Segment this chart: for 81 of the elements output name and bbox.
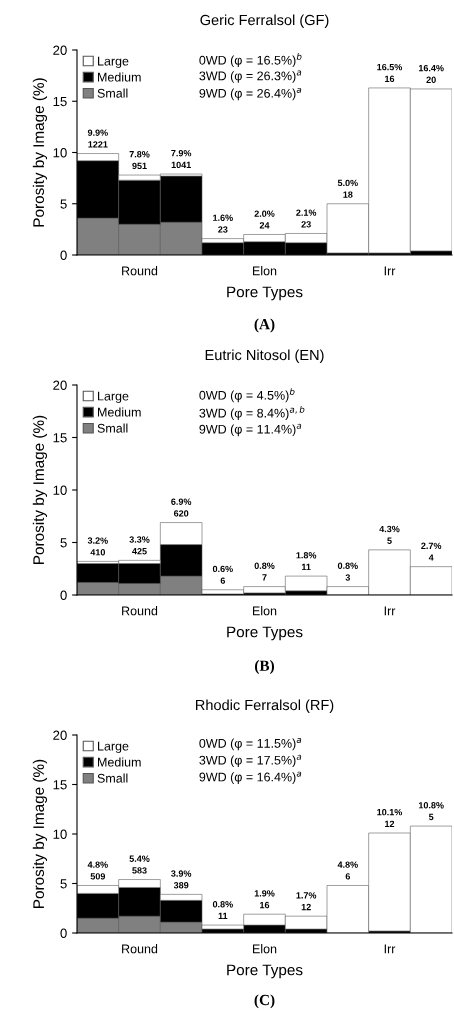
y-tick-label: 5: [60, 538, 67, 548]
x-tick-label: Elon: [253, 944, 277, 954]
x-tick-label: Round: [122, 606, 158, 616]
annotation: 9WD (φ = 26.4%)$^{a}$: [199, 87, 302, 101]
total-label: 10.8% 5: [418, 802, 444, 821]
total-label: 2.7% 4: [421, 542, 442, 561]
annotation: 0WD (φ = 11.5%)$^{a}$: [199, 737, 302, 751]
legend-label: Medium: [98, 757, 141, 767]
legend-label: Medium: [98, 72, 141, 82]
total-label: 10.1% 12: [377, 808, 403, 827]
total-label: 5.4% 583: [129, 855, 150, 874]
legend-label: Small: [97, 773, 128, 783]
x-tick-label: Irr: [384, 266, 396, 276]
legend-label: Small: [97, 88, 128, 98]
x-axis-title: Pore Types: [227, 286, 303, 301]
total-label: 2.1% 23: [296, 209, 317, 228]
y-tick-label: 5: [60, 879, 67, 889]
x-axis-title: Pore Types: [227, 626, 303, 641]
x-tick-label: Irr: [384, 606, 396, 616]
annotation: 3WD (φ = 17.5%)$^{a}$: [199, 754, 302, 768]
y-tick-label: 15: [53, 780, 67, 790]
chart-title: Eutric Nitosol (EN): [205, 349, 324, 364]
legend-label: Medium: [98, 407, 141, 417]
x-tick-label: Irr: [384, 944, 396, 954]
total-label: 3.2% 410: [87, 537, 108, 556]
annotation: 0WD (φ = 16.5%)$^{b}$: [199, 53, 302, 68]
total-label: 16.4% 20: [418, 64, 444, 83]
y-tick-label: 20: [53, 380, 67, 390]
total-label: 9.9% 1221: [87, 129, 108, 148]
chart-title: Geric Ferralsol (GF): [200, 14, 329, 29]
y-tick-label: 10: [53, 148, 67, 158]
total-label: 1.7% 12: [296, 892, 317, 911]
annotation: 9WD (φ = 11.4%)$^{a}$: [199, 423, 302, 437]
total-label: 4.8% 509: [87, 861, 108, 880]
y-tick-label: 15: [53, 96, 67, 107]
y-tick-label: 0: [60, 590, 67, 600]
total-label: 16.5% 16: [377, 63, 403, 82]
total-label: 3.9% 389: [171, 870, 192, 889]
y-tick-label: 5: [60, 199, 67, 209]
y-tick-label: 20: [53, 730, 67, 740]
y-axis-title: Porosity by Image (%): [32, 759, 48, 908]
text: (C): [254, 994, 275, 1009]
total-label: 6.9% 620: [171, 498, 192, 517]
total-label: 4.3% 5: [379, 525, 400, 544]
legend-label: Large: [98, 741, 129, 753]
x-tick-label: Round: [122, 944, 158, 954]
x-tick-label: Elon: [253, 606, 277, 616]
total-label: 0.6% 6: [212, 565, 233, 584]
total-label: 5.0% 18: [337, 179, 358, 198]
annotation: 3WD (φ = 8.4%)$^{a,b}$: [199, 406, 305, 421]
y-axis-title: Porosity by Image (%): [32, 78, 48, 227]
legend-label: Large: [98, 391, 129, 403]
chart-title: Rhodic Ferralsol (RF): [196, 699, 334, 714]
total-label: 1.8% 11: [296, 552, 317, 571]
x-tick-label: Elon: [253, 266, 277, 276]
total-label: 7.9% 1041: [171, 149, 192, 169]
total-label: 1.6% 23: [213, 214, 233, 233]
y-tick-label: 20: [53, 45, 67, 55]
y-tick-label: 10: [53, 485, 67, 495]
annotation: 3WD (φ = 26.3%)$^{a}$: [199, 70, 302, 83]
total-label: 7.8% 951: [129, 151, 150, 170]
y-tick-label: 10: [53, 829, 67, 839]
text: (B): [254, 660, 275, 674]
x-tick-label: Round: [122, 266, 158, 276]
annotation: 9WD (φ = 16.4%)$^{a}$: [199, 771, 302, 784]
y-axis-title: Porosity by Image (%): [32, 415, 48, 564]
total-label: 1.9% 16: [254, 890, 275, 909]
total-label: 4.8% 6: [337, 861, 358, 880]
total-label: 3.3% 425: [129, 536, 150, 555]
legend-label: Small: [97, 423, 128, 433]
text: (A): [254, 318, 275, 333]
annotation: 0WD (φ = 4.5%)$^{b}$: [199, 388, 295, 403]
y-tick-label: 0: [60, 928, 67, 938]
y-tick-label: 0: [60, 250, 67, 260]
total-label: 0.8% 3: [337, 562, 358, 581]
x-axis-title: Pore Types: [227, 964, 303, 979]
total-label: 2.0% 24: [254, 210, 275, 229]
total-label: 0.8% 7: [254, 562, 275, 581]
total-label: 0.8% 11: [212, 901, 233, 920]
y-tick-label: 15: [53, 433, 67, 443]
legend-label: Large: [98, 56, 129, 68]
